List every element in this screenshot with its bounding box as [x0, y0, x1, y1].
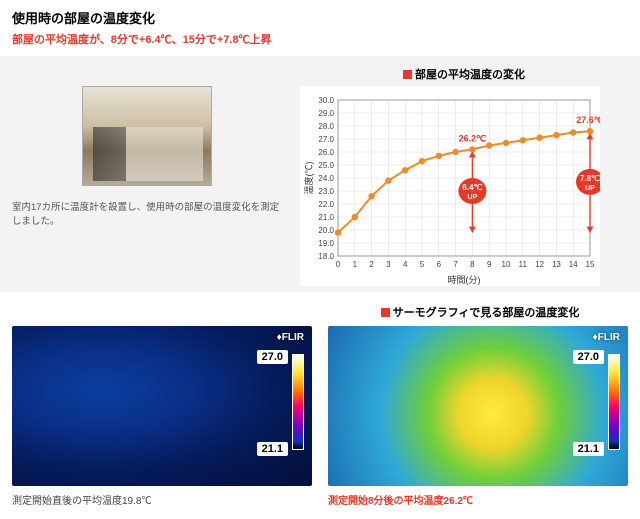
subtitle: 部屋の平均温度が、8分で+6.4℃、15分で+7.8℃上昇: [12, 34, 272, 46]
svg-text:26.2℃: 26.2℃: [459, 133, 487, 143]
svg-text:7.8℃: 7.8℃: [580, 174, 600, 183]
photo-caption: 室内17カ所に温度計を設置し、使用時の部屋の温度変化を測定しました。: [12, 201, 282, 230]
flir-badge: ♦FLIR: [277, 332, 304, 343]
svg-text:27.0: 27.0: [318, 135, 334, 144]
svg-text:UP: UP: [468, 194, 478, 201]
colorbar: [608, 354, 620, 450]
svg-text:6: 6: [437, 260, 442, 269]
page-title: 使用時の部屋の温度変化: [12, 11, 155, 26]
room-photo: [82, 86, 212, 186]
svg-text:23.0: 23.0: [318, 187, 334, 196]
thermo-caption-after: 測定開始8分後の平均温度26.2℃: [328, 492, 628, 507]
svg-text:10: 10: [502, 260, 511, 269]
svg-text:1: 1: [353, 260, 358, 269]
svg-text:30.0: 30.0: [318, 96, 334, 105]
scale-max: 27.0: [257, 350, 288, 364]
svg-text:26.0: 26.0: [318, 148, 334, 157]
summary-band: 室内17カ所に温度計を設置し、使用時の部屋の温度変化を測定しました。 部屋の平均…: [0, 56, 640, 292]
svg-text:0: 0: [336, 260, 341, 269]
svg-text:温度(℃): 温度(℃): [303, 162, 314, 195]
thermo-image-after: ♦FLIR 27.0 21.1: [328, 326, 628, 486]
svg-text:19.0: 19.0: [318, 239, 334, 248]
svg-text:28.0: 28.0: [318, 122, 334, 131]
svg-text:9: 9: [487, 260, 492, 269]
svg-text:27.6℃: 27.6℃: [576, 115, 600, 125]
svg-text:時間(分): 時間(分): [448, 275, 481, 285]
svg-text:12: 12: [535, 260, 544, 269]
svg-text:13: 13: [552, 260, 561, 269]
square-icon: [403, 70, 412, 79]
svg-text:18.0: 18.0: [318, 252, 334, 261]
svg-text:29.0: 29.0: [318, 109, 334, 118]
temperature-chart: 012345678910111213141518.019.020.021.022…: [300, 86, 600, 286]
square-icon: [381, 308, 390, 317]
colorbar: [292, 354, 304, 450]
svg-text:4: 4: [403, 260, 408, 269]
svg-text:24.0: 24.0: [318, 174, 334, 183]
svg-text:21.0: 21.0: [318, 213, 334, 222]
thermo-caption-before: 測定開始直後の平均温度19.8℃: [12, 492, 312, 507]
svg-text:15: 15: [586, 260, 595, 269]
svg-text:8: 8: [470, 260, 475, 269]
thermo-image-before: ♦FLIR 27.0 21.1: [12, 326, 312, 486]
scale-min: 21.1: [573, 442, 604, 456]
svg-text:UP: UP: [585, 185, 595, 192]
svg-text:6.4℃: 6.4℃: [462, 183, 482, 192]
scale-min: 21.1: [257, 442, 288, 456]
svg-text:14: 14: [569, 260, 578, 269]
svg-text:5: 5: [420, 260, 425, 269]
svg-text:25.0: 25.0: [318, 161, 334, 170]
svg-text:22.0: 22.0: [318, 200, 334, 209]
chart-title: 部屋の平均温度の変化: [415, 69, 525, 81]
flir-badge: ♦FLIR: [593, 332, 620, 343]
svg-text:11: 11: [519, 260, 528, 269]
svg-text:20.0: 20.0: [318, 226, 334, 235]
svg-text:7: 7: [453, 260, 458, 269]
svg-text:3: 3: [386, 260, 391, 269]
thermo-title: サーモグラフィで見る部屋の温度変化: [393, 307, 580, 319]
scale-max: 27.0: [573, 350, 604, 364]
svg-text:2: 2: [369, 260, 374, 269]
thermography-section: サーモグラフィで見る部屋の温度変化 ♦FLIR 27.0 21.1 測定開始直後…: [0, 292, 640, 519]
